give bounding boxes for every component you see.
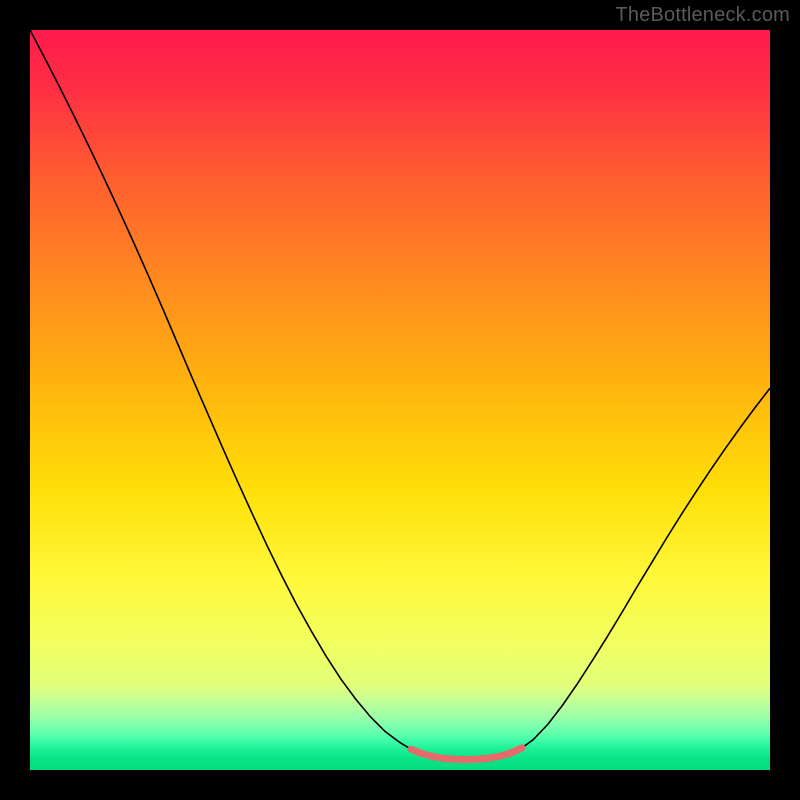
gradient-rect [30,30,770,770]
chart-frame: TheBottleneck.com [0,0,800,800]
chart-svg [30,30,770,770]
watermark-text: TheBottleneck.com [615,4,790,27]
plot-area [30,30,770,770]
